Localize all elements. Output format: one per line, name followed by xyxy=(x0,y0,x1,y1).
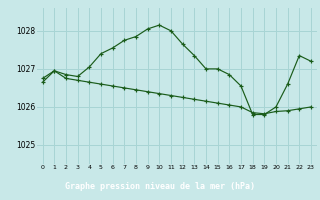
Text: Graphe pression niveau de la mer (hPa): Graphe pression niveau de la mer (hPa) xyxy=(65,182,255,191)
